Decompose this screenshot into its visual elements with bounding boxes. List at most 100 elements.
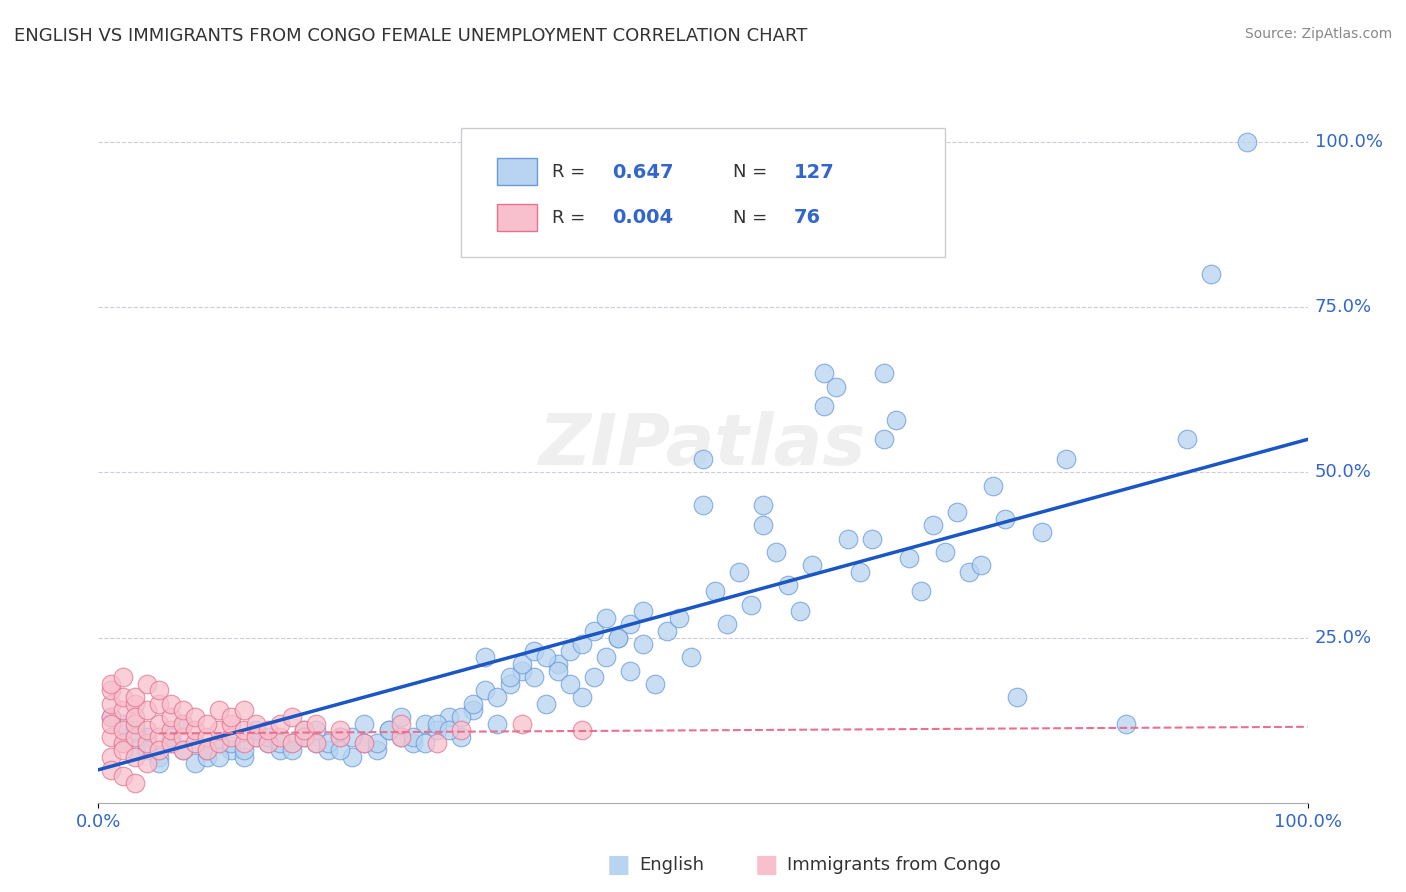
Point xyxy=(172,716,194,731)
Point xyxy=(232,703,254,717)
Point xyxy=(221,736,243,750)
Point xyxy=(366,736,388,750)
Point xyxy=(970,558,993,572)
Point xyxy=(256,736,278,750)
Point xyxy=(281,736,304,750)
Point xyxy=(510,664,533,678)
Point xyxy=(305,716,328,731)
Point xyxy=(583,624,606,638)
Point xyxy=(124,690,146,704)
Point xyxy=(752,499,775,513)
Point xyxy=(172,716,194,731)
Point xyxy=(813,367,835,381)
Point xyxy=(269,716,291,731)
Point xyxy=(256,736,278,750)
Point xyxy=(148,749,170,764)
Point xyxy=(172,730,194,744)
Text: 100.0%: 100.0% xyxy=(1315,133,1382,151)
Point xyxy=(860,532,883,546)
Point xyxy=(135,756,157,771)
Point xyxy=(111,716,134,731)
Point xyxy=(389,716,412,731)
Point xyxy=(316,736,339,750)
Point xyxy=(679,650,702,665)
Point xyxy=(100,716,122,731)
Point xyxy=(426,736,449,750)
Point xyxy=(124,710,146,724)
Point xyxy=(124,723,146,738)
Point xyxy=(800,558,823,572)
Point xyxy=(571,723,593,738)
Point xyxy=(100,710,122,724)
Point xyxy=(1175,433,1198,447)
Point xyxy=(789,604,811,618)
Point xyxy=(655,624,678,638)
Point xyxy=(292,723,315,738)
Text: N =: N = xyxy=(734,163,768,181)
Point xyxy=(837,532,859,546)
Point xyxy=(269,743,291,757)
Point xyxy=(269,730,291,744)
Point xyxy=(195,730,218,744)
Point xyxy=(281,710,304,724)
Point xyxy=(111,736,134,750)
Point xyxy=(886,412,908,426)
Point xyxy=(208,703,231,717)
Point xyxy=(765,545,787,559)
Point xyxy=(221,730,243,744)
Point xyxy=(692,499,714,513)
Text: ■: ■ xyxy=(607,854,630,877)
Point xyxy=(148,697,170,711)
Point xyxy=(571,690,593,704)
Point xyxy=(124,716,146,731)
FancyBboxPatch shape xyxy=(461,128,945,257)
Point xyxy=(269,736,291,750)
Point xyxy=(402,736,425,750)
Point xyxy=(232,736,254,750)
Point xyxy=(329,730,352,744)
Point xyxy=(981,478,1004,492)
Point xyxy=(740,598,762,612)
FancyBboxPatch shape xyxy=(498,158,537,185)
Point xyxy=(558,677,581,691)
Point xyxy=(413,716,436,731)
Point xyxy=(256,723,278,738)
Point xyxy=(124,749,146,764)
Point xyxy=(486,690,509,704)
Point xyxy=(631,604,654,618)
Text: N =: N = xyxy=(734,209,768,227)
Point xyxy=(426,716,449,731)
Point xyxy=(474,650,496,665)
Point xyxy=(523,670,546,684)
Point xyxy=(402,730,425,744)
Point xyxy=(245,730,267,744)
Text: R =: R = xyxy=(551,163,585,181)
Point xyxy=(366,743,388,757)
Point xyxy=(292,723,315,738)
Point xyxy=(111,769,134,783)
Point xyxy=(463,697,485,711)
Point xyxy=(329,743,352,757)
Point xyxy=(184,736,207,750)
Text: 0.647: 0.647 xyxy=(613,162,673,182)
Point xyxy=(245,716,267,731)
Point xyxy=(232,749,254,764)
Point xyxy=(195,743,218,757)
Text: R =: R = xyxy=(551,209,585,227)
Point xyxy=(160,710,183,724)
Point xyxy=(353,736,375,750)
Point xyxy=(100,683,122,698)
Point xyxy=(245,730,267,744)
Point xyxy=(377,723,399,738)
Point xyxy=(160,736,183,750)
Point xyxy=(921,518,943,533)
Point xyxy=(292,730,315,744)
Point xyxy=(342,730,364,744)
Point xyxy=(1199,267,1222,281)
Point xyxy=(100,710,122,724)
Text: ZIPatlas: ZIPatlas xyxy=(540,411,866,481)
Text: 76: 76 xyxy=(793,209,821,227)
Point xyxy=(873,367,896,381)
Text: 25.0%: 25.0% xyxy=(1315,629,1372,647)
Point xyxy=(100,749,122,764)
